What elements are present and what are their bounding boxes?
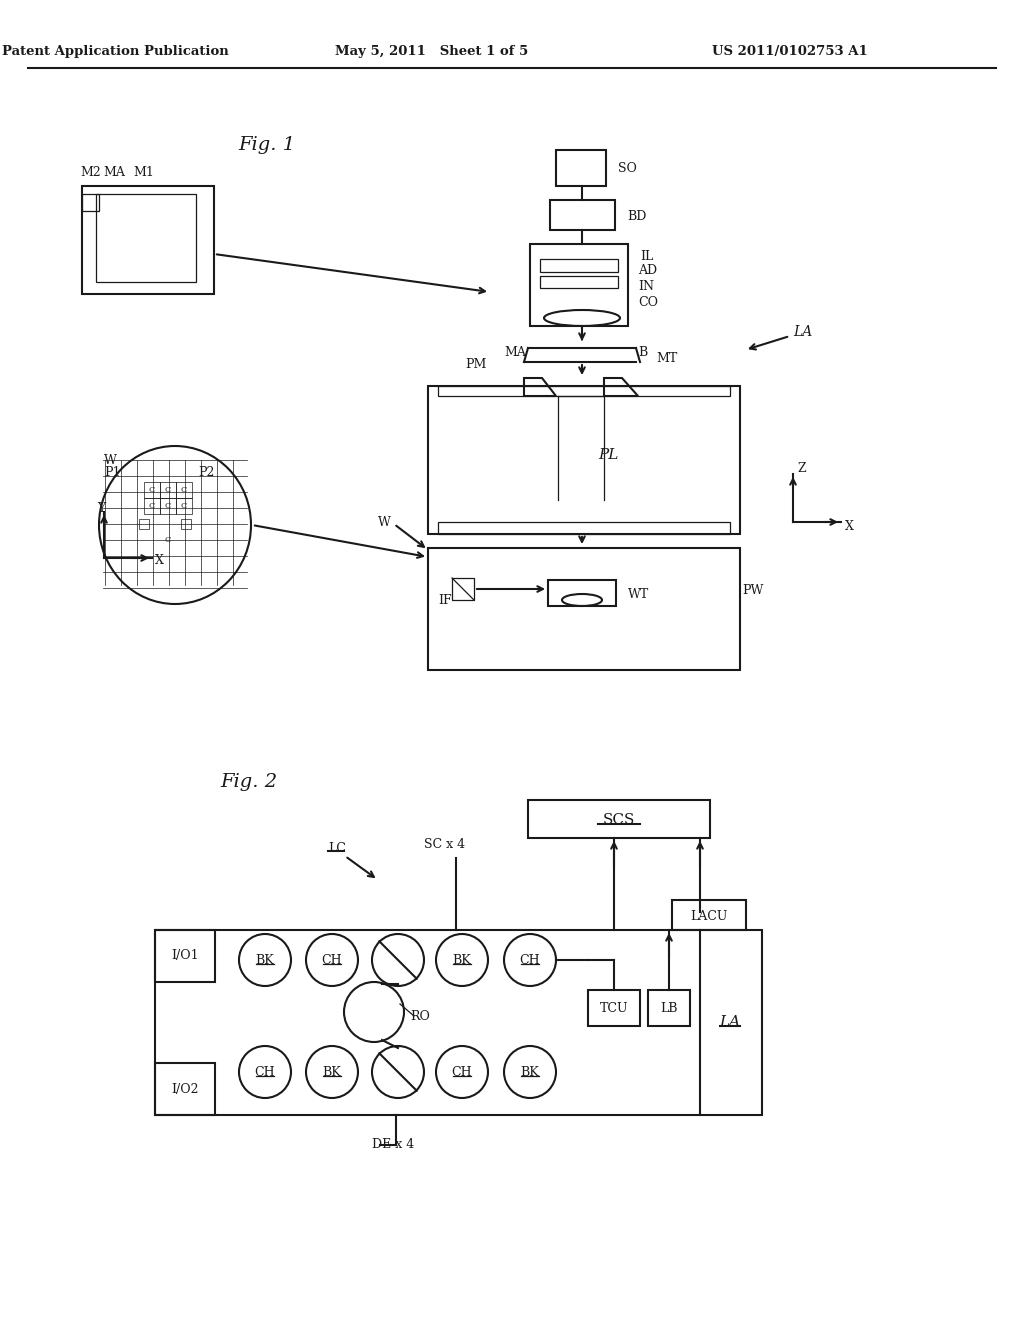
Bar bbox=[452, 578, 474, 601]
Bar bbox=[550, 201, 615, 230]
Text: M1: M1 bbox=[133, 165, 154, 178]
Text: CH: CH bbox=[452, 1065, 472, 1078]
Text: Fig. 2: Fig. 2 bbox=[220, 774, 278, 791]
Text: MT: MT bbox=[656, 351, 677, 364]
Bar bbox=[428, 385, 740, 535]
Text: C: C bbox=[148, 502, 156, 510]
Text: Z: Z bbox=[797, 462, 806, 474]
Text: LB: LB bbox=[660, 1002, 678, 1015]
Bar bbox=[160, 482, 176, 498]
Text: BD: BD bbox=[627, 210, 646, 223]
Text: DE x 4: DE x 4 bbox=[372, 1138, 414, 1151]
Bar bbox=[181, 519, 191, 529]
Bar bbox=[144, 498, 160, 513]
Text: C: C bbox=[148, 486, 156, 494]
Bar bbox=[672, 900, 746, 931]
Text: SC x 4: SC x 4 bbox=[424, 838, 465, 851]
Text: C: C bbox=[181, 486, 187, 494]
Text: TCU: TCU bbox=[600, 1002, 629, 1015]
Text: X: X bbox=[155, 554, 164, 568]
Text: M2: M2 bbox=[80, 165, 100, 178]
Text: PW: PW bbox=[742, 583, 763, 597]
Text: P2: P2 bbox=[198, 466, 214, 479]
Text: BK: BK bbox=[453, 953, 471, 966]
Bar bbox=[160, 498, 176, 513]
Text: CH: CH bbox=[322, 953, 342, 966]
Bar bbox=[540, 276, 618, 288]
Text: X: X bbox=[845, 520, 854, 533]
Text: MA: MA bbox=[103, 165, 125, 178]
Text: BK: BK bbox=[520, 1065, 540, 1078]
Bar bbox=[155, 1063, 215, 1115]
Text: I/O1: I/O1 bbox=[171, 949, 199, 962]
Text: B: B bbox=[638, 346, 647, 359]
Text: W: W bbox=[104, 454, 117, 466]
Text: P1: P1 bbox=[104, 466, 121, 479]
Text: Fig. 1: Fig. 1 bbox=[238, 136, 295, 154]
Bar bbox=[540, 259, 618, 272]
Bar bbox=[176, 498, 193, 513]
Bar bbox=[588, 990, 640, 1026]
Text: I/O2: I/O2 bbox=[171, 1082, 199, 1096]
Text: LA: LA bbox=[720, 1015, 740, 1030]
Bar bbox=[548, 579, 616, 606]
Bar bbox=[438, 385, 730, 396]
Text: Patent Application Publication: Patent Application Publication bbox=[2, 45, 228, 58]
Text: C: C bbox=[181, 502, 187, 510]
Text: C: C bbox=[165, 486, 171, 494]
Text: WT: WT bbox=[628, 587, 649, 601]
Text: CH: CH bbox=[520, 953, 541, 966]
Text: CH: CH bbox=[255, 1065, 275, 1078]
Text: PM: PM bbox=[465, 358, 486, 371]
Text: BK: BK bbox=[323, 1065, 341, 1078]
Bar bbox=[438, 521, 730, 535]
Text: C: C bbox=[165, 502, 171, 510]
Bar bbox=[82, 194, 99, 211]
Text: CO: CO bbox=[638, 296, 658, 309]
Text: W: W bbox=[378, 516, 391, 528]
Bar bbox=[155, 931, 215, 982]
Text: SCS: SCS bbox=[603, 813, 635, 828]
Text: Y: Y bbox=[97, 502, 105, 515]
Bar bbox=[648, 990, 690, 1026]
Text: PL: PL bbox=[598, 447, 618, 462]
Text: LC: LC bbox=[328, 842, 346, 854]
Text: May 5, 2011   Sheet 1 of 5: May 5, 2011 Sheet 1 of 5 bbox=[336, 45, 528, 58]
Bar bbox=[556, 150, 606, 186]
Text: MA: MA bbox=[504, 346, 526, 359]
Text: BK: BK bbox=[256, 953, 274, 966]
Text: LA: LA bbox=[793, 325, 812, 339]
Bar bbox=[139, 519, 150, 529]
Text: US 2011/0102753 A1: US 2011/0102753 A1 bbox=[712, 45, 868, 58]
Bar bbox=[428, 548, 740, 671]
Text: RO: RO bbox=[410, 1010, 430, 1023]
Bar bbox=[96, 194, 196, 282]
Bar bbox=[528, 800, 710, 838]
Text: SO: SO bbox=[618, 161, 637, 174]
Text: IL: IL bbox=[640, 249, 653, 263]
Bar bbox=[82, 186, 214, 294]
Text: IN: IN bbox=[638, 280, 654, 293]
Bar bbox=[176, 482, 193, 498]
Text: IF: IF bbox=[438, 594, 452, 606]
Bar bbox=[530, 244, 628, 326]
Text: C: C bbox=[165, 536, 171, 544]
Bar bbox=[155, 931, 762, 1115]
Text: LACU: LACU bbox=[690, 909, 728, 923]
Text: AD: AD bbox=[638, 264, 657, 276]
Bar bbox=[144, 482, 160, 498]
